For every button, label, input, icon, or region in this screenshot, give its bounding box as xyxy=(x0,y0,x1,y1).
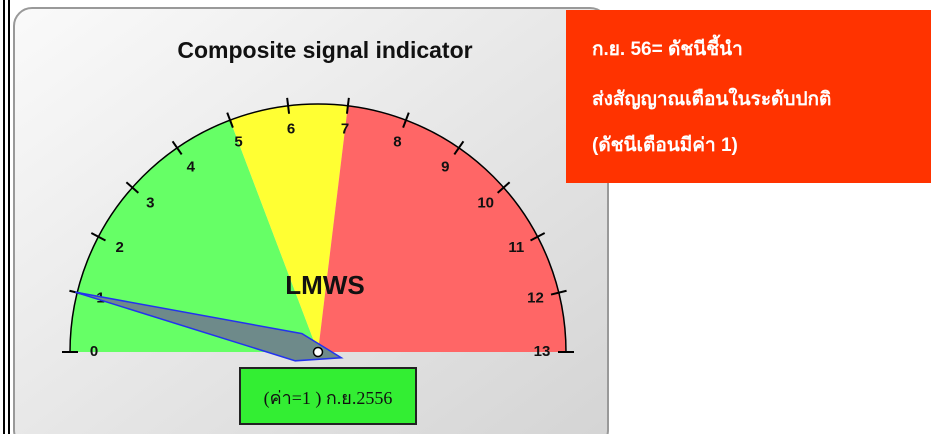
tick-label: 2 xyxy=(115,239,123,256)
value-box xyxy=(239,367,417,425)
tick-label: 13 xyxy=(534,343,551,360)
tick-label: 10 xyxy=(477,194,494,211)
tick-label: 7 xyxy=(341,121,349,138)
tick-mark xyxy=(171,140,183,156)
needle xyxy=(75,291,344,362)
tick-mark xyxy=(90,232,106,242)
tick-label: 12 xyxy=(527,289,544,306)
tick-mark xyxy=(550,289,567,296)
tick-label: 9 xyxy=(441,159,449,176)
tick-label: 5 xyxy=(234,134,242,151)
gauge-band xyxy=(318,105,566,352)
annotation-line: (ดัชนีเตือนมีค่า 1) xyxy=(592,134,738,156)
tick-mark xyxy=(286,97,291,114)
tick-mark xyxy=(345,97,350,114)
tick-mark xyxy=(496,181,511,194)
tick-mark xyxy=(402,112,410,128)
gauge-arc xyxy=(69,103,567,353)
needle-hub xyxy=(312,346,324,358)
value-label: (ค่า=1 ) ก.ย.2556 xyxy=(264,388,393,409)
center-label: LMWS xyxy=(285,270,364,300)
tick-mark xyxy=(125,181,140,194)
annotation-line: ส่งสัญญาณเตือนในระดับปกติ xyxy=(592,87,831,110)
tick-label: 3 xyxy=(146,194,154,211)
tick-label: 11 xyxy=(508,239,524,256)
chart-title: Composite signal indicator xyxy=(177,37,472,63)
tick-mark xyxy=(226,112,234,128)
tick-mark xyxy=(453,140,465,156)
gauge-band xyxy=(70,120,318,353)
tick-label: 4 xyxy=(187,159,196,176)
gauge-band xyxy=(230,104,348,353)
tick-label: 6 xyxy=(287,121,295,138)
tick-label: 8 xyxy=(393,134,401,151)
annotation-box xyxy=(566,10,931,183)
tick-mark xyxy=(530,232,546,242)
tick-label: 0 xyxy=(90,343,98,360)
gauge: 012345678910111213 xyxy=(62,97,574,362)
annotation-line: ก.ย. 56= ดัชนีชี้นำ xyxy=(592,34,743,60)
